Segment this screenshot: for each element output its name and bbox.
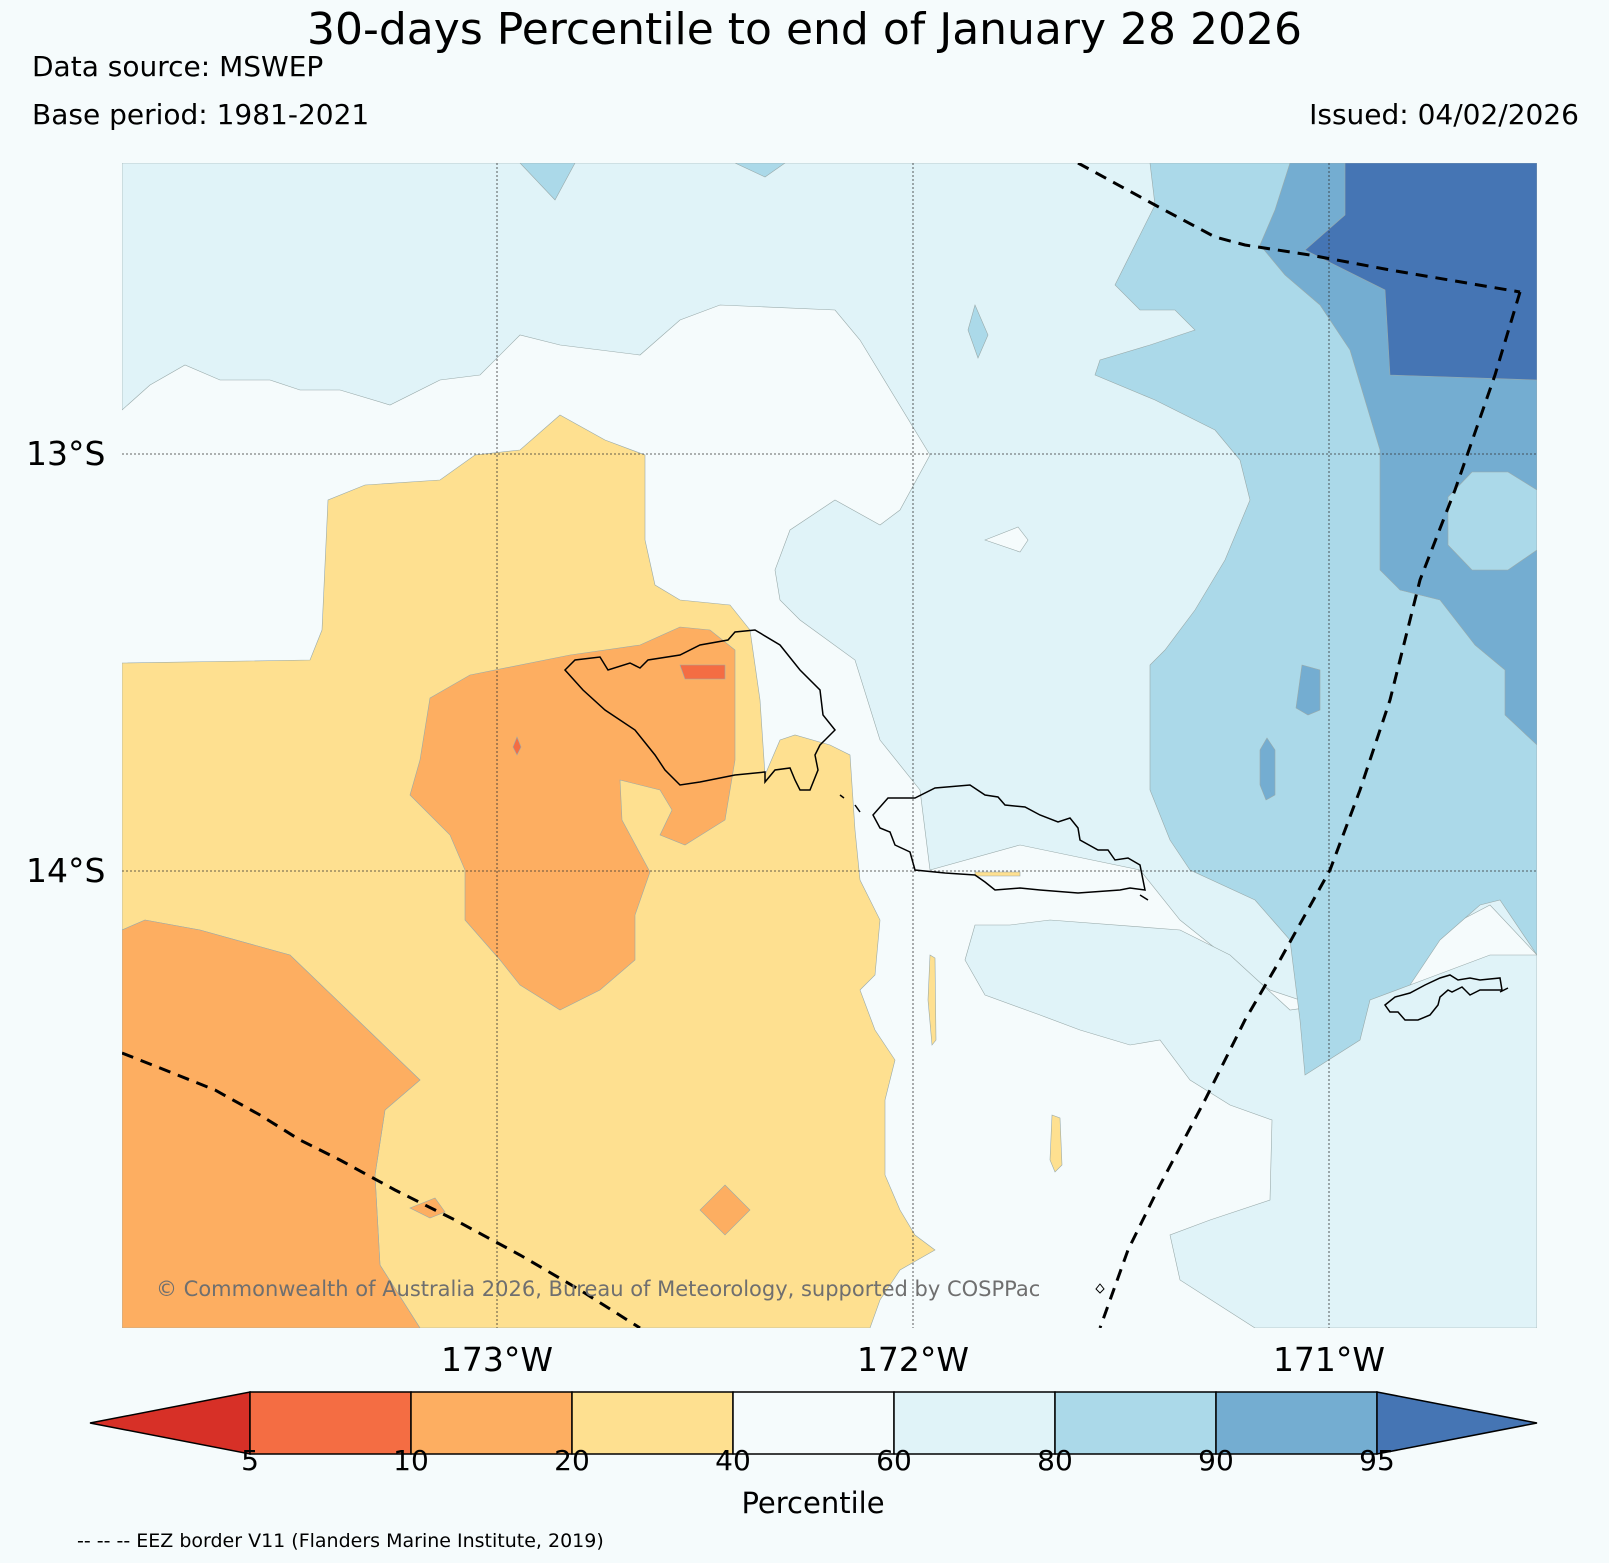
contour-80-90-octagon <box>1447 471 1537 571</box>
contour-60-80-southeast <box>964 919 1537 1328</box>
contour-5-10-patch <box>679 664 726 680</box>
map-area <box>122 163 1537 1328</box>
lon-tick-172w: 172°W <box>856 1340 970 1379</box>
contour-90-95-blob1 <box>1295 664 1321 716</box>
colorbar-tick-10: 10 <box>393 1444 429 1477</box>
colorbar-bin-90-95 <box>1215 1391 1378 1455</box>
contour-5-10-dot <box>512 736 522 756</box>
contour-95-plus <box>1304 163 1537 381</box>
issued-date: Issued: 04/02/2026 <box>1309 98 1579 131</box>
base-period: Base period: 1981-2021 <box>32 98 370 131</box>
contour-10-20-diamond <box>699 1184 751 1236</box>
colorbar-bin-60-80 <box>893 1391 1056 1455</box>
tutuila-east-tip <box>1499 987 1509 993</box>
data-source: Data source: MSWEP <box>32 50 324 83</box>
contour-20-40-sliver2 <box>1049 1114 1063 1173</box>
colorbar-tick-20: 20 <box>554 1444 590 1477</box>
colorbar-title: Percentile <box>741 1486 885 1520</box>
colorbar-tick-90: 90 <box>1198 1444 1234 1477</box>
contour-90-95-blob2 <box>1259 737 1276 801</box>
lon-tick-173w: 173°W <box>440 1340 554 1379</box>
islet-small-diamond <box>1095 1283 1105 1294</box>
contour-20-40-sliver3 <box>974 871 1021 877</box>
islet-apolima <box>839 794 845 799</box>
lat-tick-14s: 14°S <box>26 851 106 890</box>
lat-tick-13s: 13°S <box>26 434 106 473</box>
colorbar-extend-low <box>89 1391 251 1455</box>
colorbar-bin-40-60 <box>732 1391 895 1455</box>
contour-10-20-north <box>409 626 736 1011</box>
colorbar-tick-60: 60 <box>876 1444 912 1477</box>
upolu-coastline <box>872 784 1146 894</box>
colorbar-tick-80: 80 <box>1037 1444 1073 1477</box>
colorbar-tick-40: 40 <box>715 1444 751 1477</box>
eez-border-southwest <box>122 1051 641 1328</box>
colorbar-tick-95: 95 <box>1359 1444 1395 1477</box>
colorbar-tick-5: 5 <box>241 1444 259 1477</box>
eez-border-north <box>1077 163 1521 294</box>
savaii-coastline <box>563 629 837 791</box>
colorbar-bin-80-90 <box>1054 1391 1217 1455</box>
contour-80-90-top <box>519 163 576 201</box>
contour-10-20-southwest <box>122 919 421 1328</box>
colorbar-bin-10-20 <box>410 1391 573 1455</box>
contour-10-20-sliver <box>409 1197 446 1219</box>
copyright-notice: © Commonwealth of Australia 2026, Bureau… <box>156 1277 1041 1301</box>
colorbar-bin-20-40 <box>571 1391 734 1455</box>
eez-borders <box>122 163 1522 1328</box>
eez-legend-note: -- -- -- EEZ border V11 (Flanders Marine… <box>77 1530 604 1552</box>
colorbar-extend-high <box>1376 1391 1538 1455</box>
eez-border-east <box>1098 291 1522 1328</box>
contour-40-60-islet <box>984 526 1029 553</box>
map-title: 30-days Percentile to end of January 28 … <box>307 4 1302 55</box>
colorbar <box>89 1391 1538 1455</box>
contour-80-90-islet <box>967 304 989 359</box>
upolu-east-tip <box>1139 894 1149 901</box>
contour-80-90-top2 <box>734 163 786 178</box>
islet-manono <box>854 804 861 813</box>
coastlines <box>563 629 1509 1294</box>
colorbar-bin-5-10 <box>249 1391 412 1455</box>
contour-20-40-sliver1 <box>927 954 937 1046</box>
lon-tick-171w: 171°W <box>1272 1340 1386 1379</box>
tutuila-coastline <box>1383 974 1503 1021</box>
